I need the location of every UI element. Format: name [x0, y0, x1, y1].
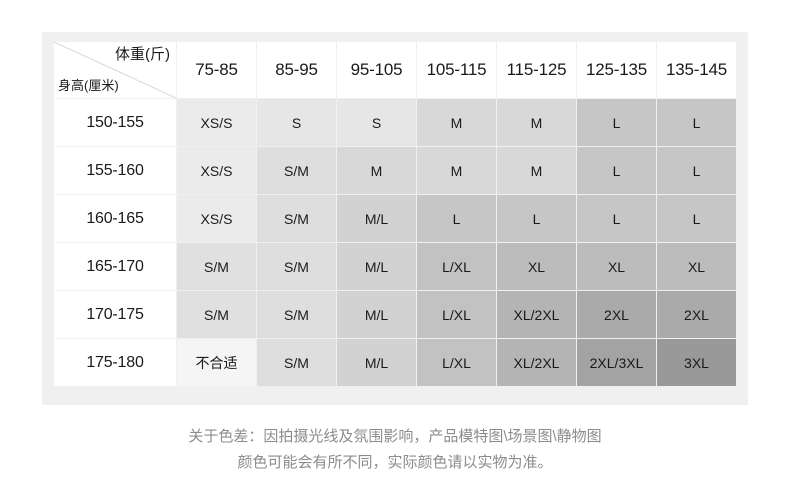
size-cell-4-2: M/L	[337, 291, 416, 338]
size-chart-table: 体重(斤) 身高(厘米) 75-85 85-95 95-105 105-115 …	[53, 41, 737, 387]
size-cell-2-1: S/M	[257, 195, 336, 242]
size-cell-5-6: 3XL	[657, 339, 736, 386]
size-cell-1-4: M	[497, 147, 576, 194]
height-row-header-3: 165-170	[54, 243, 176, 290]
size-cell-0-6: L	[657, 99, 736, 146]
size-cell-0-4: M	[497, 99, 576, 146]
height-row-header-1: 155-160	[54, 147, 176, 194]
size-cell-4-0: S/M	[177, 291, 256, 338]
size-cell-5-2: M/L	[337, 339, 416, 386]
size-cell-1-5: L	[577, 147, 656, 194]
size-cell-1-6: L	[657, 147, 736, 194]
weight-column-header-2: 95-105	[337, 42, 416, 98]
size-cell-4-5: 2XL	[577, 291, 656, 338]
size-cell-3-3: L/XL	[417, 243, 496, 290]
size-cell-0-1: S	[257, 99, 336, 146]
size-cell-2-5: L	[577, 195, 656, 242]
weight-axis-label: 体重(斤)	[115, 46, 170, 63]
table-row: 160-165 XS/S S/M M/L L L L L	[54, 195, 736, 242]
height-row-header-0: 150-155	[54, 99, 176, 146]
size-cell-1-1: S/M	[257, 147, 336, 194]
size-cell-3-2: M/L	[337, 243, 416, 290]
table-row: 150-155 XS/S S S M M L L	[54, 99, 736, 146]
size-cell-5-1: S/M	[257, 339, 336, 386]
size-cell-3-4: XL	[497, 243, 576, 290]
table-header-row: 体重(斤) 身高(厘米) 75-85 85-95 95-105 105-115 …	[54, 42, 736, 98]
size-cell-0-5: L	[577, 99, 656, 146]
corner-header-cell: 体重(斤) 身高(厘米)	[54, 42, 176, 98]
size-cell-3-0: S/M	[177, 243, 256, 290]
table-row: 170-175 S/M S/M M/L L/XL XL/2XL 2XL 2XL	[54, 291, 736, 338]
size-cell-3-1: S/M	[257, 243, 336, 290]
weight-column-header-0: 75-85	[177, 42, 256, 98]
weight-column-header-1: 85-95	[257, 42, 336, 98]
weight-column-header-3: 105-115	[417, 42, 496, 98]
size-cell-2-4: L	[497, 195, 576, 242]
size-cell-1-2: M	[337, 147, 416, 194]
size-cell-0-0: XS/S	[177, 99, 256, 146]
table-row: 155-160 XS/S S/M M M M L L	[54, 147, 736, 194]
height-row-header-2: 160-165	[54, 195, 176, 242]
size-cell-2-3: L	[417, 195, 496, 242]
table-header: 体重(斤) 身高(厘米) 75-85 85-95 95-105 105-115 …	[54, 42, 736, 98]
diagonal-divider-icon	[54, 42, 176, 98]
table-body: 150-155 XS/S S S M M L L 155-160 XS/S S/…	[54, 99, 736, 386]
size-cell-2-6: L	[657, 195, 736, 242]
size-cell-4-4: XL/2XL	[497, 291, 576, 338]
size-cell-1-3: M	[417, 147, 496, 194]
table-row: 165-170 S/M S/M M/L L/XL XL XL XL	[54, 243, 736, 290]
weight-column-header-5: 125-135	[577, 42, 656, 98]
size-cell-5-3: L/XL	[417, 339, 496, 386]
size-cell-0-2: S	[337, 99, 416, 146]
size-cell-5-0: 不合适	[177, 339, 256, 386]
size-cell-2-2: M/L	[337, 195, 416, 242]
color-difference-note: 关于色差：因拍摄光线及氛围影响，产品模特图\场景图\静物图 颜色可能会有所不同，…	[0, 424, 790, 476]
size-cell-1-0: XS/S	[177, 147, 256, 194]
size-cell-5-4: XL/2XL	[497, 339, 576, 386]
size-cell-4-1: S/M	[257, 291, 336, 338]
table-row: 175-180 不合适 S/M M/L L/XL XL/2XL 2XL/3XL …	[54, 339, 736, 386]
size-cell-0-3: M	[417, 99, 496, 146]
size-cell-5-5: 2XL/3XL	[577, 339, 656, 386]
weight-column-header-6: 135-145	[657, 42, 736, 98]
weight-column-header-4: 115-125	[497, 42, 576, 98]
size-cell-3-5: XL	[577, 243, 656, 290]
size-cell-2-0: XS/S	[177, 195, 256, 242]
height-axis-label: 身高(厘米)	[58, 77, 119, 93]
note-line-2: 颜色可能会有所不同，实际颜色请以实物为准。	[237, 454, 553, 471]
height-row-header-5: 175-180	[54, 339, 176, 386]
height-row-header-4: 170-175	[54, 291, 176, 338]
size-cell-4-3: L/XL	[417, 291, 496, 338]
size-cell-3-6: XL	[657, 243, 736, 290]
note-line-1: 关于色差：因拍摄光线及氛围影响，产品模特图\场景图\静物图	[188, 428, 602, 445]
size-cell-4-6: 2XL	[657, 291, 736, 338]
